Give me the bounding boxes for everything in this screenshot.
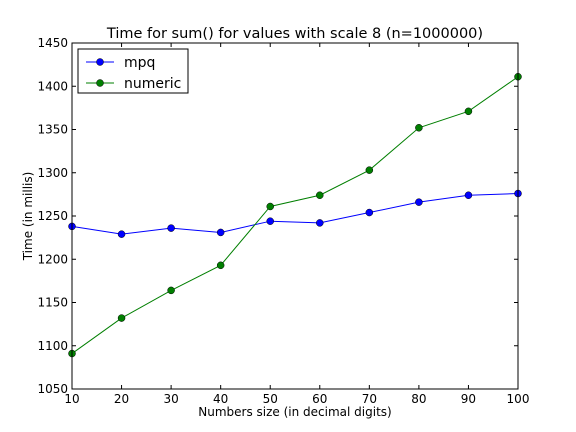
legend-marker-mpq bbox=[96, 58, 104, 66]
data-point-mpq bbox=[365, 208, 374, 217]
legend-label-mpq: mpq bbox=[124, 55, 155, 71]
data-point-mpq bbox=[167, 224, 175, 232]
data-point-numeric bbox=[316, 191, 324, 199]
x-tick-label: 70 bbox=[362, 392, 377, 406]
data-point-numeric bbox=[464, 107, 473, 116]
legend-label-numeric: numeric bbox=[124, 76, 181, 92]
x-tick-label: 30 bbox=[163, 392, 178, 406]
x-tick-label: 80 bbox=[411, 392, 426, 406]
y-tick-label: 1350 bbox=[37, 123, 68, 137]
data-point-mpq bbox=[216, 228, 225, 237]
y-tick-label: 1400 bbox=[37, 79, 68, 93]
series-line-mpq bbox=[71, 193, 519, 235]
y-tick-label: 1300 bbox=[37, 166, 68, 180]
data-point-numeric bbox=[415, 124, 423, 132]
y-tick-label: 1100 bbox=[37, 339, 68, 353]
x-tick-label: 40 bbox=[213, 392, 228, 406]
data-point-mpq bbox=[266, 217, 274, 225]
y-tick-label: 1450 bbox=[37, 36, 68, 50]
data-point-mpq bbox=[464, 191, 473, 199]
x-tick-label: 90 bbox=[461, 392, 476, 406]
data-point-numeric bbox=[167, 286, 175, 295]
axis-ticks bbox=[71, 42, 519, 390]
y-tick-label: 1050 bbox=[37, 382, 68, 396]
legend: mpq numeric bbox=[77, 48, 189, 94]
data-point-numeric bbox=[365, 166, 374, 174]
y-tick-label: 1250 bbox=[37, 209, 68, 223]
data-point-mpq bbox=[117, 230, 126, 238]
series-points bbox=[68, 72, 522, 358]
x-tick-label: 20 bbox=[114, 392, 129, 406]
x-tick-label: 60 bbox=[312, 392, 327, 406]
x-axis-label: Numbers size (in decimal digits) bbox=[198, 405, 391, 419]
data-point-numeric bbox=[266, 202, 274, 211]
data-point-mpq bbox=[415, 198, 423, 206]
x-tick-label: 100 bbox=[507, 392, 530, 406]
data-point-numeric bbox=[216, 261, 225, 270]
plot-area bbox=[72, 43, 518, 389]
series-lines bbox=[71, 76, 519, 354]
series-line-numeric bbox=[71, 76, 519, 354]
legend-box bbox=[77, 48, 189, 94]
data-point-numeric bbox=[117, 314, 126, 322]
y-tick-label: 1200 bbox=[37, 252, 68, 266]
axis-tick-labels: 10 20 30 40 50 60 70 80 90 100 1050 1100 1150 1200 125… bbox=[37, 36, 529, 406]
y-tick-label: 1150 bbox=[37, 296, 68, 310]
x-tick-label: 50 bbox=[263, 392, 278, 406]
data-point-mpq bbox=[316, 219, 324, 227]
x-tick-label: 10 bbox=[64, 392, 79, 406]
y-axis-label: Time (in millis) bbox=[21, 172, 35, 262]
chart-title: Time for sum() for values with scale 8 (… bbox=[106, 26, 483, 42]
legend-marker-numeric bbox=[96, 79, 104, 87]
